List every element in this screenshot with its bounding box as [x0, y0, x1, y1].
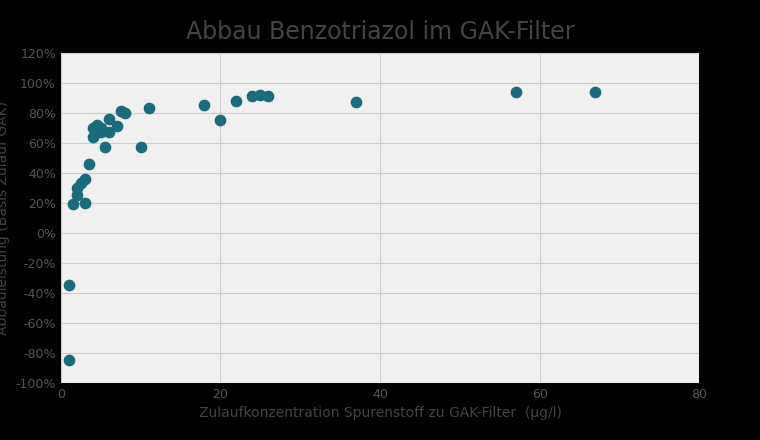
Point — [90, 121, 103, 128]
Point — [119, 109, 131, 116]
Point — [350, 99, 363, 106]
Point — [71, 192, 83, 199]
Point — [510, 88, 522, 95]
Point — [74, 180, 87, 187]
Point — [214, 117, 226, 124]
Point — [87, 133, 99, 140]
Point — [87, 124, 99, 131]
Point — [143, 105, 155, 112]
Point — [99, 144, 111, 151]
Point — [254, 91, 267, 98]
Point — [115, 108, 127, 115]
Point — [71, 184, 83, 191]
Point — [79, 199, 91, 206]
Point — [103, 115, 115, 122]
X-axis label: Zulaufkonzentration Spurenstoff zu GAK-Filter  (µg/l): Zulaufkonzentration Spurenstoff zu GAK-F… — [198, 406, 562, 420]
Point — [94, 129, 106, 136]
Point — [262, 93, 274, 100]
Point — [111, 123, 123, 130]
Point — [79, 175, 91, 182]
Point — [67, 201, 79, 208]
Point — [246, 93, 258, 100]
Y-axis label: Abbauleistung (Basis Zulauf GAK): Abbauleistung (Basis Zulauf GAK) — [0, 101, 10, 335]
Point — [135, 144, 147, 151]
Point — [103, 129, 115, 136]
Title: Abbau Benzotriazol im GAK-Filter: Abbau Benzotriazol im GAK-Filter — [185, 20, 575, 44]
Point — [230, 97, 242, 104]
Point — [83, 160, 95, 167]
Point — [94, 124, 106, 131]
Point — [198, 102, 211, 109]
Point — [590, 88, 602, 95]
Point — [62, 357, 74, 364]
Point — [62, 282, 74, 289]
